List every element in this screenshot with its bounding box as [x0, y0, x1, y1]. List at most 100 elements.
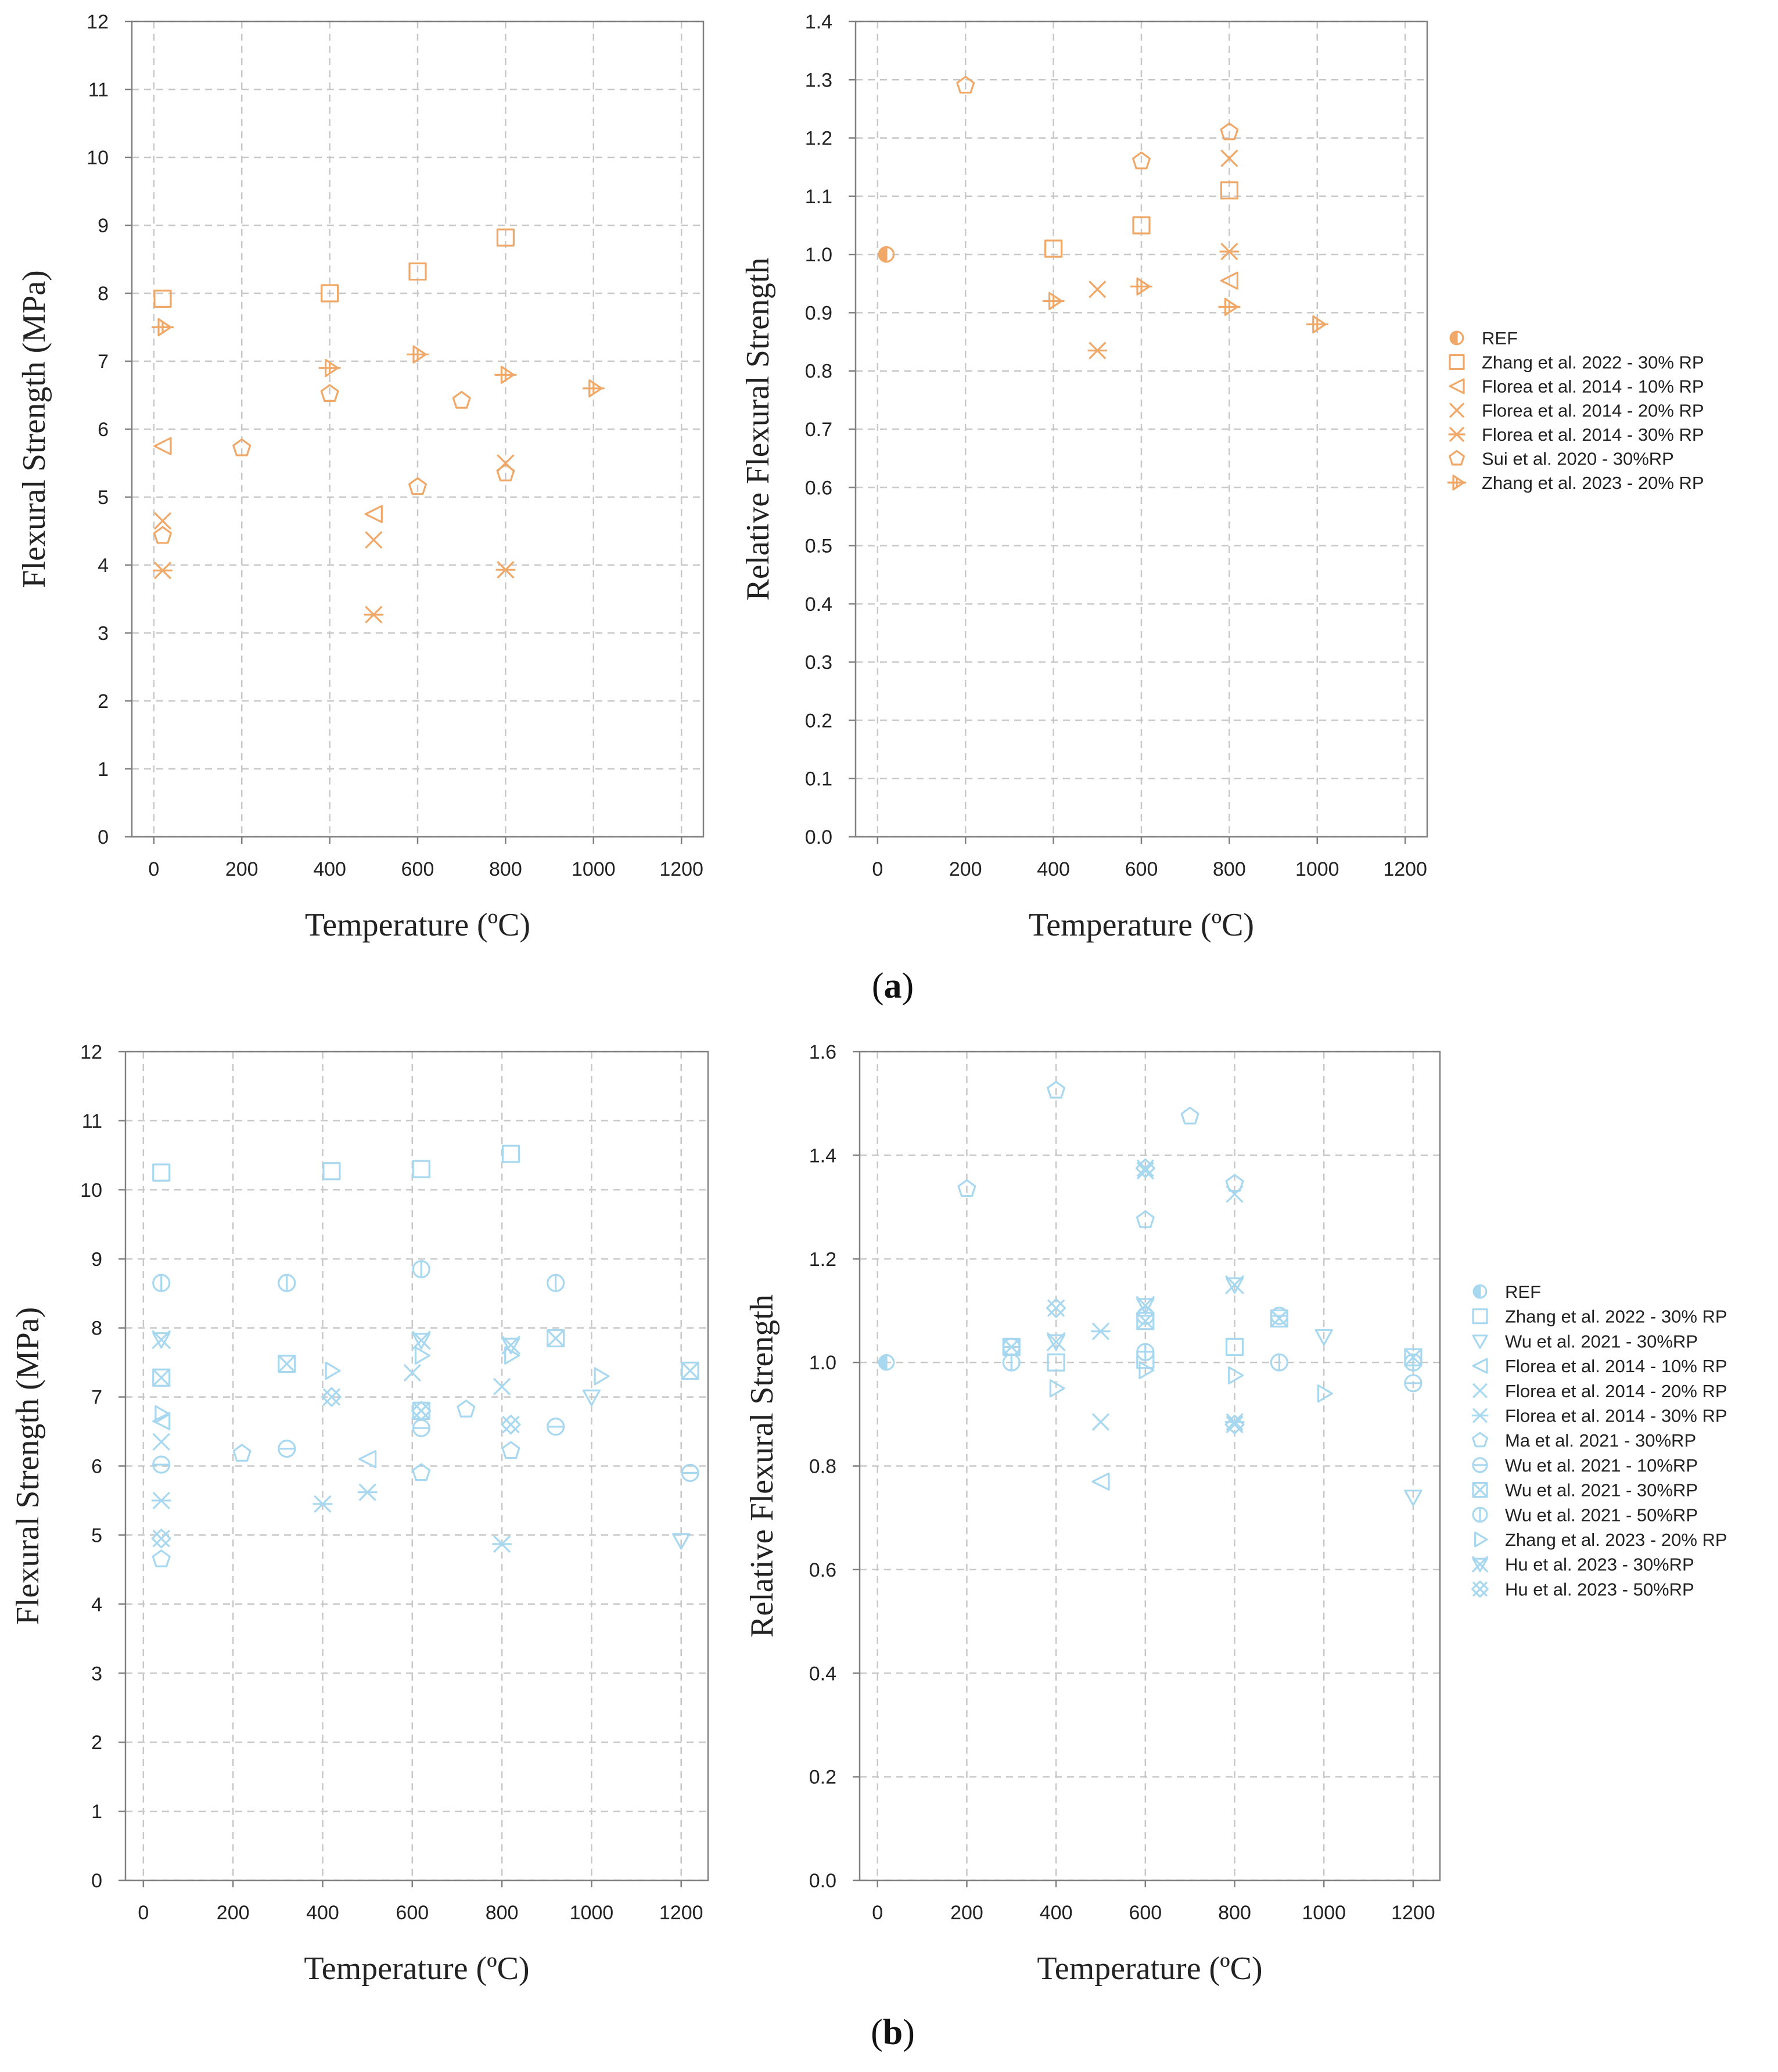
- data-point-tri-down-x: [152, 1330, 171, 1350]
- data-point-square: [412, 1160, 430, 1178]
- legend-marker-circle-minus: [1472, 1457, 1488, 1473]
- data-point-triangle-down: [672, 1533, 691, 1550]
- x-axis-title: Temperature (ºC): [304, 1951, 529, 1987]
- y-tick-label: 0.9: [805, 302, 832, 324]
- data-point-tri-right: [1228, 1366, 1244, 1385]
- y-tick-label: 9: [91, 1249, 102, 1271]
- x-tick-label: 400: [306, 1902, 339, 1924]
- data-point-triangle-left: [364, 505, 383, 523]
- x-tick-label: 800: [1213, 858, 1246, 880]
- data-point-diamond-x: [1224, 1415, 1245, 1435]
- y-tick-label: 1.4: [805, 11, 832, 33]
- data-point-circle-bar: [1002, 1353, 1021, 1372]
- data-point-diamond-x: [1046, 1298, 1066, 1318]
- x-tick-label: 800: [1218, 1902, 1251, 1924]
- data-point-x: [152, 1433, 170, 1451]
- data-point-triangle-down: [582, 1389, 601, 1406]
- y-tick-label: 0: [91, 1870, 102, 1892]
- data-point-diamond-x: [501, 1415, 521, 1435]
- data-point-pentagon: [320, 384, 339, 402]
- gridlines: [132, 20, 703, 838]
- legend-item: Wu et al. 2021 - 30%RP: [1472, 1480, 1698, 1501]
- data-point-circle-minus: [547, 1418, 565, 1436]
- data-point-asterisk: [1091, 1322, 1111, 1340]
- legend-label: Sui et al. 2020 - 30%RP: [1482, 449, 1674, 469]
- legend-label: Hu et al. 2023 - 30%RP: [1505, 1555, 1694, 1575]
- y-tick-label: 0.6: [809, 1559, 836, 1581]
- legend-marker-asterisk: [1448, 426, 1465, 443]
- legend-label: Florea et al. 2014 - 10% RP: [1505, 1356, 1727, 1376]
- x-tick-label: 600: [401, 858, 434, 880]
- legend-item: Hu et al. 2023 - 50%RP: [1471, 1579, 1694, 1599]
- data-point-pentagon: [457, 1400, 476, 1418]
- data-point-pentagon: [412, 1463, 431, 1481]
- data-point-tri-flag: [407, 345, 429, 364]
- data-point-tri-flag: [582, 379, 605, 398]
- data-point-triangle-down: [1404, 1490, 1423, 1506]
- x-tick-label: 1000: [1295, 858, 1339, 880]
- data-point-box-x: [278, 1354, 296, 1373]
- data-point-x: [1091, 1413, 1110, 1431]
- data-point-tri-flag: [1218, 297, 1241, 316]
- legend-label: Florea et al. 2014 - 20% RP: [1505, 1381, 1727, 1401]
- y-axis-title: Flexural Strength (MPa): [16, 270, 52, 588]
- legend-marker-x: [1472, 1383, 1488, 1398]
- chart-b-left: 0 200 400 600 800 1000 12000123456789101112Tem…: [10, 1041, 709, 1987]
- legend-item: Florea et al. 2014 - 20% RP: [1449, 401, 1704, 421]
- data-point-triangle-left: [153, 437, 172, 455]
- data-point-square: [1132, 216, 1151, 235]
- data-point-pentagon: [956, 75, 975, 94]
- x-tick-label: 1200: [1383, 858, 1427, 880]
- y-tick-label: 11: [88, 79, 109, 101]
- y-tick-label: 0.1: [805, 768, 832, 790]
- y-tick-label: 1.6: [809, 1041, 836, 1063]
- legend-item: Zhang et al. 2022 - 30% RP: [1472, 1307, 1727, 1327]
- legend-marker-circle-bar: [1472, 1506, 1488, 1523]
- data-point-circle-bar: [152, 1274, 171, 1292]
- data-point-tri-down-x: [1224, 1275, 1245, 1294]
- legend-item: Florea et al. 2014 - 10% RP: [1449, 376, 1704, 397]
- data-point-circle-minus: [681, 1463, 699, 1482]
- data-point-x: [365, 531, 383, 549]
- legend-item: Florea et al. 2014 - 30% RP: [1471, 1406, 1727, 1426]
- chart-a-left: 0 200 400 600 800 1000 12000123456789101112Tem…: [16, 11, 705, 943]
- legend-label: Florea et al. 2014 - 30% RP: [1482, 425, 1704, 445]
- legend-item: Wu et al. 2021 - 50%RP: [1472, 1505, 1698, 1525]
- y-tick-label: 5: [91, 1524, 102, 1546]
- data-point-square: [1047, 1353, 1065, 1372]
- data-point-box-x: [1270, 1309, 1288, 1328]
- data-point-x: [493, 1377, 511, 1395]
- data-point-diamond-x: [151, 1528, 171, 1549]
- data-point-square: [1225, 1337, 1244, 1356]
- data-point-pentagon: [1136, 1210, 1155, 1228]
- data-point-tri-down-x: [1046, 1332, 1066, 1351]
- panel-label-a: (a): [872, 966, 914, 1006]
- data-point-square: [1044, 239, 1063, 258]
- axis-ticks: 0 200 400 600 800 1000 1200 0.0 0.2 0.4 0.6 0.8 1.0 1…: [809, 1041, 1435, 1924]
- x-tick-label: 1000: [570, 1902, 614, 1924]
- data-point-box-x: [1136, 1312, 1155, 1330]
- legend-item: Zhang et al. 2022 - 30% RP: [1449, 352, 1704, 373]
- y-tick-label: 10: [80, 1179, 102, 1202]
- data-point-pentagon: [1132, 151, 1151, 170]
- data-point-diamond-x: [411, 1401, 432, 1421]
- data-point-asterisk: [492, 1535, 512, 1553]
- data-point-triangle-left: [1091, 1472, 1110, 1491]
- legend-marker-half-circle: [1449, 330, 1464, 346]
- data-point-tri-flag: [1042, 292, 1065, 310]
- legend-marker-x: [1449, 402, 1465, 418]
- y-tick-label: 1.1: [805, 186, 832, 208]
- y-axis-title: Flexural Strength (MPa): [10, 1307, 46, 1625]
- data-point-tri-flag: [494, 365, 517, 384]
- data-point-circle-minus: [412, 1419, 430, 1437]
- data-point-pentagon: [152, 1549, 171, 1567]
- data-point-tri-right: [414, 1346, 430, 1365]
- y-tick-label: 1: [91, 1801, 102, 1823]
- y-tick-label: 3: [98, 623, 109, 645]
- data-point-circle-minus: [152, 1455, 171, 1474]
- data-point-half-circle: [878, 246, 895, 263]
- x-axis-title: Temperature (ºC): [1037, 1951, 1262, 1987]
- gridlines: [860, 1051, 1440, 1882]
- data-point-square: [496, 228, 515, 247]
